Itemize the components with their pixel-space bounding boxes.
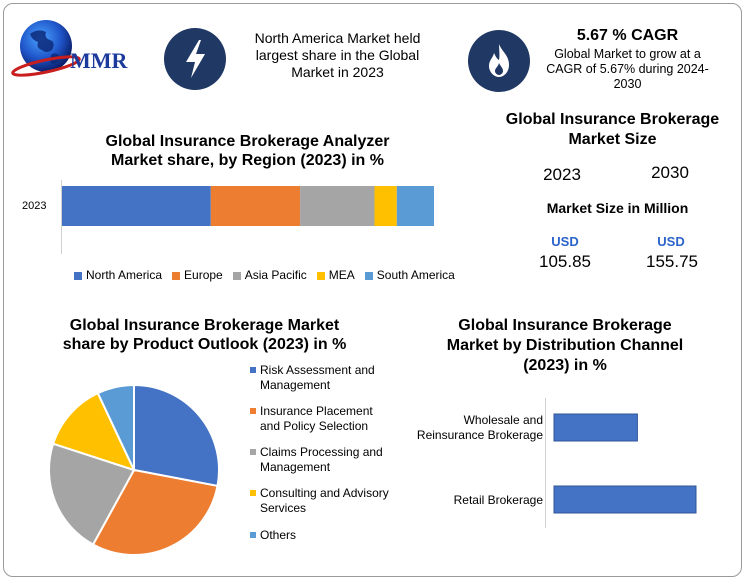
market-size-currency-2030: USD — [657, 234, 685, 249]
legend-swatch — [364, 271, 373, 280]
market-size-value-2030: 155.75 — [646, 252, 698, 271]
region-chart-title: Global Insurance Brokerage Analyzer Mark… — [105, 133, 390, 169]
legend-swatch — [74, 271, 82, 280]
legend-label: Insurance Placement and Policy Selection — [260, 404, 373, 433]
distribution-bar-retail-brokerage — [553, 485, 697, 514]
market-size-unit: Market Size in Million — [546, 200, 689, 216]
distribution-chart-title: Global Insurance Brokerage Market by Dis… — [446, 317, 684, 374]
legend-swatch — [250, 408, 256, 414]
distribution-chart-axis — [545, 398, 546, 528]
region-bar-segment-europe — [210, 186, 301, 226]
region-legend-item-south-america: South America — [364, 268, 455, 282]
distribution-category-wholesale: Wholesale and Reinsurance Brokerage — [416, 413, 543, 442]
region-legend-item-north-america: North America — [74, 268, 162, 282]
legend-label: Asia Pacific — [244, 268, 307, 282]
pie-slice-claims-processing-and-management — [48, 442, 136, 546]
region-legend-item-mea: MEA — [316, 268, 355, 282]
legend-swatch — [250, 449, 256, 455]
legend-swatch — [250, 367, 256, 373]
market-size-currency-2023: USD — [551, 234, 579, 249]
product-chart-title: Global Insurance Brokerage Market share … — [62, 317, 347, 353]
pie-slice-risk-assessment-and-management — [133, 383, 220, 488]
product-pie-chart — [48, 383, 220, 556]
legend-label: Claims Processing and Management — [260, 445, 383, 474]
legend-label: MEA — [328, 268, 355, 282]
legend-label: Risk Assessment and Management — [260, 363, 375, 392]
cagr-title: 5.67 % CAGR — [576, 27, 679, 44]
region-legend-item-europe: Europe — [172, 268, 223, 282]
cagr-text: Global Market to grow at a CAGR of 5.67%… — [546, 47, 709, 91]
legend-label: Consulting and Advisory Services — [260, 486, 389, 515]
lightning-bolt-icon — [186, 40, 205, 78]
distribution-bar-wholesale-and-reinsurance-brokerage — [553, 413, 638, 442]
legend-swatch — [172, 271, 181, 280]
pie-slice-consulting-and-advisory-services — [51, 391, 136, 472]
distribution-category-retail: Retail Brokerage — [453, 493, 543, 507]
region-legend-item-asia-pacific: Asia Pacific — [232, 268, 307, 282]
region-bar-segment-north-america — [62, 186, 211, 226]
logo-text: MMR — [70, 48, 128, 73]
legend-label: North America — [86, 268, 163, 282]
bolt-circle — [164, 28, 226, 90]
market-size-year-2023: 2023 — [543, 165, 581, 184]
legend-swatch — [250, 532, 256, 538]
region-chart-y-label: 2023 — [22, 200, 47, 212]
infographic-frame — [3, 3, 742, 577]
legend-label: Others — [260, 528, 297, 542]
legend-swatch — [232, 271, 241, 280]
region-stacked-bar — [62, 186, 434, 226]
market-size-value-2023: 105.85 — [539, 252, 591, 271]
logo: MMR — [10, 18, 150, 80]
legend-swatch — [250, 490, 256, 496]
flame-icon — [489, 44, 509, 77]
pie-slice-others — [96, 383, 135, 471]
legend-label: Europe — [184, 268, 223, 282]
region-bar-segment-south-america — [396, 186, 434, 226]
region-chart-axis — [61, 180, 62, 254]
region-chart-legend: North America Europe Asia Pacific MEA South … — [74, 266, 494, 284]
region-bar-segment-asia-pacific — [300, 186, 375, 226]
legend-swatch — [316, 271, 325, 280]
distribution-bars — [553, 413, 697, 514]
highlight-text: North America Market held largest share … — [254, 30, 421, 80]
globe-icon — [11, 20, 81, 77]
region-bar-segment-mea — [374, 186, 397, 226]
flame-circle — [468, 30, 530, 92]
pie-slice-insurance-placement-and-policy-selection — [91, 468, 219, 556]
market-size-year-2030: 2030 — [651, 163, 689, 182]
legend-label: South America — [376, 268, 455, 282]
market-size-title: Global Insurance Brokerage Market Size — [505, 111, 720, 148]
